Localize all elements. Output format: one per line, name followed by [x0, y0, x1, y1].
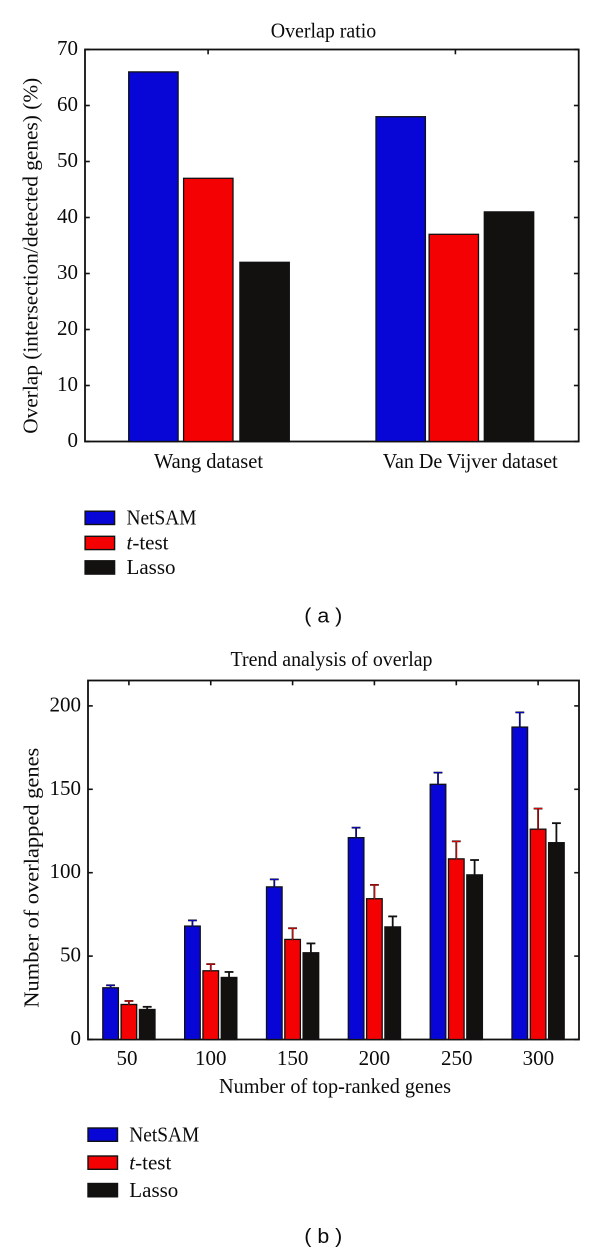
svg-text:100: 100 [50, 859, 82, 883]
svg-text:150: 150 [277, 1046, 309, 1070]
svg-text:30: 30 [57, 260, 78, 284]
svg-text:Number of overlapped genes: Number of overlapped genes [20, 748, 44, 1008]
svg-text:200: 200 [50, 692, 82, 716]
svg-text:250: 250 [441, 1046, 473, 1070]
svg-text:Lasso: Lasso [127, 555, 176, 579]
svg-text:40: 40 [57, 204, 78, 228]
svg-text:150: 150 [50, 776, 82, 800]
svg-text:300: 300 [523, 1046, 555, 1070]
svg-text:t-test: t-test [127, 531, 169, 555]
svg-text:Wang dataset: Wang dataset [154, 449, 263, 473]
svg-text:60: 60 [57, 92, 78, 116]
svg-text:Trend analysis of overlap: Trend analysis of overlap [231, 647, 433, 671]
svg-text:Overlap (intersection/detected: Overlap (intersection/detected genes) (%… [19, 78, 43, 434]
svg-text:Overlap ratio: Overlap ratio [271, 19, 377, 43]
svg-text:0: 0 [68, 428, 79, 452]
svg-text:100: 100 [195, 1046, 227, 1070]
svg-text:( a ): ( a ) [304, 606, 342, 628]
svg-text:200: 200 [359, 1046, 391, 1070]
svg-text:0: 0 [71, 1026, 82, 1050]
svg-text:20: 20 [57, 316, 78, 340]
svg-text:Number of top-ranked genes: Number of top-ranked genes [219, 1074, 451, 1098]
svg-text:t-test: t-test [129, 1150, 171, 1174]
svg-text:50: 50 [117, 1046, 138, 1070]
svg-text:50: 50 [57, 148, 78, 172]
svg-text:Van De Vijver dataset: Van De Vijver dataset [383, 449, 558, 473]
svg-text:50: 50 [60, 943, 81, 967]
svg-text:70: 70 [57, 36, 78, 60]
svg-text:Lasso: Lasso [129, 1178, 178, 1202]
svg-text:NetSAM: NetSAM [127, 506, 197, 530]
svg-text:10: 10 [57, 372, 78, 396]
svg-text:NetSAM: NetSAM [129, 1122, 199, 1146]
svg-text:( b ): ( b ) [304, 1226, 342, 1248]
